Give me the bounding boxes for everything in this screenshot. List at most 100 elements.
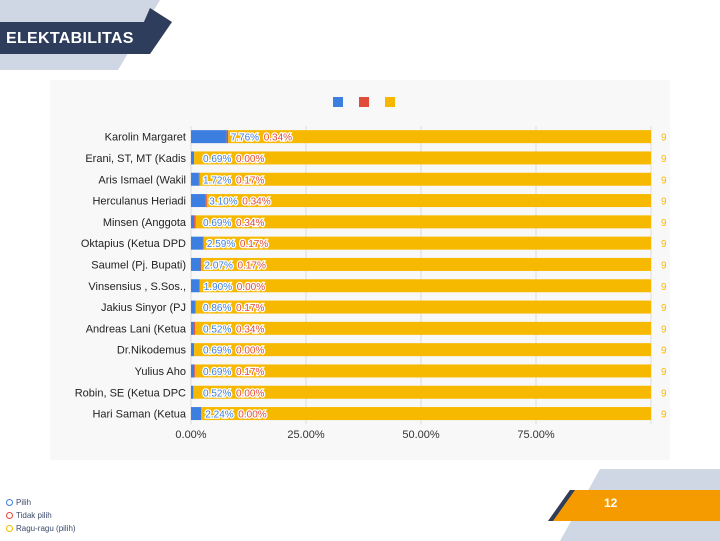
data-label: 0.00% (236, 346, 264, 357)
data-label: 0.17% (236, 303, 264, 314)
bar-segment (194, 364, 195, 378)
data-label: 0.17% (236, 367, 264, 378)
data-label: 0.17% (240, 239, 268, 250)
data-label: 3.10% (209, 197, 237, 208)
legend-dot-icon (6, 525, 13, 533)
data-label: 0.00% (236, 154, 264, 165)
legend-swatch-0 (333, 97, 343, 107)
bar-segment (193, 385, 651, 399)
data-label: 0.34% (236, 218, 264, 229)
page-number: 12 (604, 496, 618, 510)
data-label: 9 (661, 197, 667, 208)
bar-segment (194, 321, 651, 335)
bar-segment (191, 130, 227, 144)
bar-segment (194, 364, 651, 378)
data-label: 0.17% (238, 260, 266, 271)
data-label: 0.34% (236, 324, 264, 335)
data-label: 0.69% (203, 367, 231, 378)
bar-segment (191, 257, 201, 271)
data-label: 9 (661, 388, 667, 399)
bar-segment (194, 300, 196, 314)
footer-decoration (548, 469, 720, 541)
data-label: 0.69% (203, 154, 231, 165)
header-banner (0, 0, 172, 70)
bar-segment (201, 257, 651, 271)
x-tick-label: 75.00% (517, 429, 555, 441)
legend-swatch-1 (359, 97, 369, 107)
y-category-label: Hari Saman (Ketua (92, 409, 186, 421)
bar-segment (203, 236, 652, 250)
bar-segment (191, 407, 202, 421)
data-label: 0.17% (236, 175, 264, 186)
bar-segment (191, 279, 200, 293)
chart-panel: 0.00% 25.00% 50.00% 75.00% Karolin Margaret 7… (50, 80, 670, 460)
y-category-label: Robin, SE (Ketua DPC (75, 387, 186, 399)
data-label: 9 (661, 282, 667, 293)
y-category-label: Jakius Sinyor (PJ (101, 302, 186, 314)
bar-segment (195, 215, 651, 229)
bar-segment (194, 151, 651, 165)
data-label: 0.00% (236, 388, 264, 399)
y-category-label: Vinsensius , S.Sos., (88, 281, 186, 293)
bar-segment (198, 172, 200, 186)
bar-segment (191, 194, 206, 208)
data-label: 9 (661, 346, 667, 357)
stacked-bar-chart: 0.00% 25.00% 50.00% 75.00% Karolin Margaret 7… (75, 97, 667, 441)
bar-segment (195, 300, 651, 314)
data-label: 0.00% (237, 282, 265, 293)
bar-segment (191, 172, 199, 186)
bar-segment (191, 236, 203, 250)
legend-swatch-2 (385, 97, 395, 107)
legend-item-pilih: Pilih (6, 496, 76, 509)
bar-segment (226, 130, 229, 144)
x-tick-label: 25.00% (287, 429, 325, 441)
data-label: 0.34% (264, 133, 292, 144)
data-label: 1.90% (204, 282, 232, 293)
y-category-label: Dr.Nikodemus (117, 345, 187, 357)
data-label: 9 (661, 239, 667, 250)
data-label: 0.69% (203, 218, 231, 229)
legend-item-ragu: Ragu-ragu (pilih) (6, 522, 76, 535)
y-category-label: Herculanus Heriadi (92, 196, 186, 208)
data-label: 2.59% (207, 239, 235, 250)
page-title: ELEKTABILITAS (6, 30, 134, 47)
y-category-label: Aris Ismael (Wakil (98, 174, 186, 186)
y-category-label: Oktapius (Ketua DPD (81, 238, 186, 250)
bar-segment (193, 321, 195, 335)
bar-segment (201, 407, 651, 421)
data-label: 0.86% (203, 303, 231, 314)
data-label: 0.00% (238, 410, 266, 421)
footer-legend: Pilih Tidak pilih Ragu-ragu (pilih) (6, 496, 76, 535)
data-label: 0.34% (242, 197, 270, 208)
data-label: 9 (661, 154, 667, 165)
bar-segment (191, 215, 195, 229)
legend-dot-icon (6, 512, 13, 520)
data-label: 0.52% (203, 324, 231, 335)
data-label: 9 (661, 133, 667, 144)
data-label: 9 (661, 324, 667, 335)
x-tick-label: 50.00% (402, 429, 440, 441)
bar-segment (206, 194, 651, 208)
y-category-label: Erani, ST, MT (Kadis (85, 153, 186, 165)
bar-segment (191, 300, 195, 314)
data-label: 9 (661, 175, 667, 186)
bar-segment (191, 364, 195, 378)
legend-item-tidak-pilih: Tidak pilih (6, 509, 76, 522)
bar-segment (202, 236, 204, 250)
bar-segment (199, 279, 652, 293)
y-category-label: Minsen (Anggota (103, 217, 187, 229)
bar-segment (191, 151, 195, 165)
bar-segment (194, 343, 651, 357)
x-tick-label: 0.00% (175, 429, 206, 441)
bar-segment (194, 215, 196, 229)
bar-segment (191, 385, 194, 399)
data-label: 9 (661, 260, 667, 271)
bar-segment (199, 172, 651, 186)
data-label: 0.69% (203, 346, 231, 357)
y-category-label: Karolin Margaret (105, 132, 186, 144)
data-label: 1.72% (203, 175, 231, 186)
bar-segment (200, 257, 202, 271)
data-label: 9 (661, 410, 667, 421)
data-label: 2.07% (205, 260, 233, 271)
y-category-label: Yulius Aho (135, 366, 186, 378)
